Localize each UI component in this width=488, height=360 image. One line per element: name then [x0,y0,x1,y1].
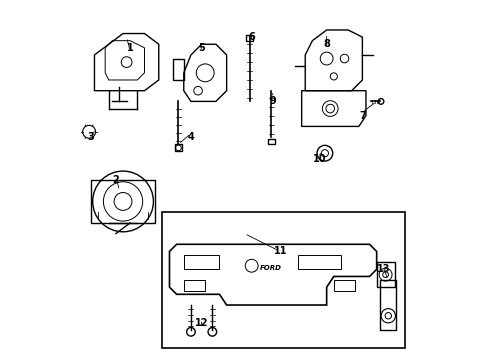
Text: FORD: FORD [260,265,282,270]
Bar [333,280,354,291]
Bar [267,139,274,144]
Bar [183,255,219,269]
Text: 7: 7 [358,111,365,121]
Text: 8: 8 [323,39,329,49]
Bar [162,212,405,348]
Text: 5: 5 [198,43,204,53]
Bar [183,280,205,291]
Text: 12: 12 [195,318,208,328]
Bar [91,180,155,223]
Text: 10: 10 [312,154,325,163]
Text: 13: 13 [376,264,390,274]
Text: 9: 9 [269,96,276,107]
Text: 4: 4 [187,132,194,142]
Text: 11: 11 [273,247,286,256]
Bar [246,35,253,41]
Text: 1: 1 [126,43,133,53]
Bar [380,280,395,330]
Text: 3: 3 [87,132,94,142]
Bar [298,255,340,269]
Bar [175,144,182,152]
Text: 6: 6 [248,32,255,42]
Text: 2: 2 [112,175,119,185]
